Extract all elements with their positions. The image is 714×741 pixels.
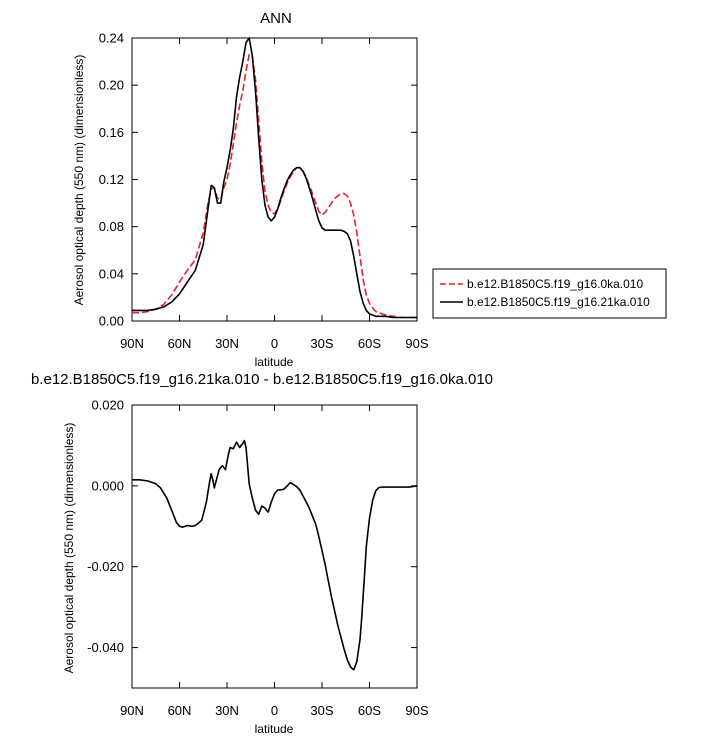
x-axis-title: latitude (255, 355, 294, 369)
chart-title: ANN (260, 10, 292, 27)
series-line-0 (132, 439, 418, 671)
legend-label-0ka: b.e12.B1850C5.f19_g16.0ka.010 (467, 277, 643, 291)
y-axis-title: Aerosol optical depth (550 nm) (dimensio… (72, 55, 86, 306)
x-tick-label: 30S (310, 336, 333, 351)
x-tick-label: 60S (358, 703, 381, 718)
y-tick-label: 0.00 (99, 314, 124, 329)
x-tick-label: 30S (310, 703, 333, 718)
chart-panel-mean: ANN 0.00 0.04 0.08 0.12 0.16 0.20 0.24 90N 60N 3… (72, 10, 667, 369)
y-tick-label: 0.08 (99, 219, 124, 234)
x-tick-label: 90S (405, 336, 428, 351)
x-tick-label: 30N (215, 703, 239, 718)
y-tick-label: 0.020 (91, 398, 124, 413)
y-tick-label: -0.040 (87, 640, 124, 655)
chart-panel-difference: b.e12.B1850C5.f19_g16.21ka.010 - b.e12.B… (31, 371, 493, 736)
legend-box (432, 268, 667, 319)
y-tick-label: 0.000 (91, 478, 124, 493)
legend: b.e12.B1850C5.f19_g16.0ka.010 b.e12.B185… (432, 268, 667, 319)
y-tick-label: 0.12 (99, 172, 124, 187)
x-tick-label: 0 (271, 336, 278, 351)
y-axis-title: Aerosol optical depth (550 nm) (dimensio… (62, 423, 76, 674)
y-tick-label: 0.04 (99, 266, 124, 281)
x-tick-label: 30N (215, 336, 239, 351)
x-axis-title: latitude (255, 722, 294, 736)
y-tick-label: -0.020 (87, 559, 124, 574)
x-tick-label: 60S (358, 336, 381, 351)
y-tick-label: 0.24 (99, 31, 124, 46)
x-tick-label: 60N (168, 336, 192, 351)
legend-label-21ka: b.e12.B1850C5.f19_g16.21ka.010 (467, 295, 650, 309)
x-tick-label: 90N (120, 336, 144, 351)
series-line-0 (132, 53, 417, 319)
x-tick-label: 90S (405, 703, 428, 718)
y-tick-label: 0.16 (99, 125, 124, 140)
x-tick-label: 90N (120, 703, 144, 718)
x-tick-label: 0 (271, 703, 278, 718)
chart-title: b.e12.B1850C5.f19_g16.21ka.010 - b.e12.B… (31, 371, 493, 388)
x-tick-label: 60N (168, 703, 192, 718)
y-tick-label: 0.20 (99, 78, 124, 93)
plot-frame (131, 404, 418, 689)
plot-frame (131, 37, 418, 322)
series-line-1 (132, 37, 417, 319)
